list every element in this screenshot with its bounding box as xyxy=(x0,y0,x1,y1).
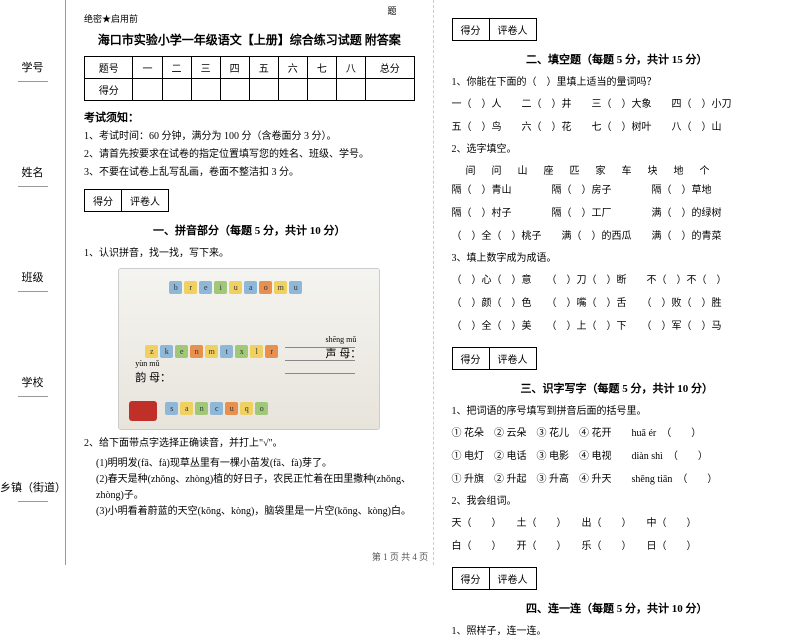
char-bank: 间 问 山 座 匹 家 车 块 地 个 xyxy=(466,162,783,177)
q2-3: 3、填上数字成为成语。 xyxy=(452,251,783,267)
q2-2-r3: （ ）全（ ）桃子 满（ ）的西瓜 满（ ）的青菜 xyxy=(452,228,783,246)
yunmu-label: yùn mǔ韵 母： xyxy=(135,357,171,385)
q2-1-l1: 一（ ）人 二（ ）井 三（ ）大象 四（ ）小刀 xyxy=(452,96,783,114)
answer-lines xyxy=(285,347,355,374)
exam-title: 海口市实验小学一年级语文【上册】综合练习试题 附答案 xyxy=(84,31,415,48)
score-box-1: 得分评卷人 xyxy=(84,189,169,212)
binding-field-3: 班级 xyxy=(18,269,48,296)
score-box-3: 得分评卷人 xyxy=(452,347,537,370)
top-mark: 题 xyxy=(387,4,414,17)
q1-2a: (1)明明发(fā、fà)现草丛里有一棵小苗发(fā、fà)芽了。 xyxy=(96,456,415,472)
q2-2-r2: 隔（ ）村子 隔（ ）工厂 满（ ）的绿树 xyxy=(452,205,783,223)
q3-2: 2、我会组词。 xyxy=(452,494,783,510)
binding-field-2: 学校 xyxy=(18,374,48,401)
section-4-title: 四、连一连（每题 5 分，共计 10 分） xyxy=(452,600,783,616)
page-footer: 第 1 页 共 4 页 xyxy=(0,550,800,563)
section-2-title: 二、填空题（每题 5 分，共计 15 分） xyxy=(452,51,783,67)
q3-1-l1: ① 花朵 ② 云朵 ③ 花儿 ④ 花开 huā ér （ ） xyxy=(452,425,783,443)
secrecy-tag: 绝密★启用前 xyxy=(84,12,415,25)
q2-1: 1、你能在下面的（ ）里填上适当的量词吗？ xyxy=(452,75,783,91)
score-box-2: 得分评卷人 xyxy=(452,18,537,41)
notice-1: 1、考试时间：60 分钟，满分为 100 分（含卷面分 3 分）。 xyxy=(84,129,415,144)
q3-1: 1、把词语的序号填写到拼音后面的括号里。 xyxy=(452,404,783,420)
cube: b xyxy=(169,281,182,294)
q2-2-r1: 隔（ ）青山 隔（ ）房子 隔（ ）草地 xyxy=(452,182,783,200)
train-icon xyxy=(129,401,157,421)
pinyin-snake-image: breiuaomu shēng mǔ声 母： zkenmtxlr yùn mǔ韵… xyxy=(118,268,380,430)
binding-field-1: 乡镇（街道） xyxy=(0,479,65,506)
notice-2: 2、请首先按要求在试卷的指定位置填写您的姓名、班级、学号。 xyxy=(84,147,415,162)
q2-2: 2、选字填空。 xyxy=(452,142,783,158)
q1-1: 1、认识拼音，找一找，写下来。 xyxy=(84,246,415,262)
q1-2b: (2)春天是种(zhǒng、zhòng)植的好日子，农民正忙着在田里撒种(zhǒ… xyxy=(96,472,415,504)
q1-2: 2、给下面带点字选择正确读音，并打上"√"。 xyxy=(84,436,415,452)
q4-1: 1、照样子，连一连。 xyxy=(452,624,783,640)
notice-3: 3、不要在试卷上乱写乱画，卷面不整洁扣 3 分。 xyxy=(84,165,415,180)
notice-title: 考试须知： xyxy=(84,109,415,125)
section-3-title: 三、识字写字（每题 5 分，共计 10 分） xyxy=(452,380,783,396)
score-table: 题号一二三四五六七八总分 得分 xyxy=(84,56,415,101)
binding-field-4: 姓名 xyxy=(18,164,48,191)
q2-3-r6: （ ）全（ ）美 （ ）上（ ）下 （ ）军（ ）马 xyxy=(452,318,783,336)
section-1-title: 一、拼音部分（每题 5 分，共计 10 分） xyxy=(84,222,415,238)
q2-3-r4: （ ）心（ ）意 （ ）刀（ ）断 不（ ）不（ ） xyxy=(452,272,783,290)
q1-2c: (3)小明看着蔚蓝的天空(kōng、kòng)，脑袋里是一片空(kōng、kòn… xyxy=(96,504,415,520)
q3-1-l3: ① 升旗 ② 升起 ③ 升高 ④ 升天 shēng tiān （ ） xyxy=(452,471,783,489)
q3-1-l2: ① 电灯 ② 电话 ③ 电影 ④ 电视 diàn shì （ ） xyxy=(452,448,783,466)
q2-3-r5: （ ）颜（ ）色 （ ）嘴（ ）舌 （ ）败（ ）胜 xyxy=(452,295,783,313)
binding-margin: 学号 姓名 班级 学校 乡镇（街道） xyxy=(0,0,66,565)
right-column: 得分评卷人 二、填空题（每题 5 分，共计 15 分） 1、你能在下面的（ ）里… xyxy=(434,0,800,565)
left-column: 题 绝密★启用前 海口市实验小学一年级语文【上册】综合练习试题 附答案 题号一二… xyxy=(66,0,434,565)
q3-2-l4: 天（ ） 土（ ） 出（ ） 中（ ） xyxy=(452,515,783,533)
q2-1-l2: 五（ ）鸟 六（ ）花 七（ ）树叶 八（ ）山 xyxy=(452,119,783,137)
binding-field-5: 学号 xyxy=(18,59,48,86)
score-box-4: 得分评卷人 xyxy=(452,567,537,590)
